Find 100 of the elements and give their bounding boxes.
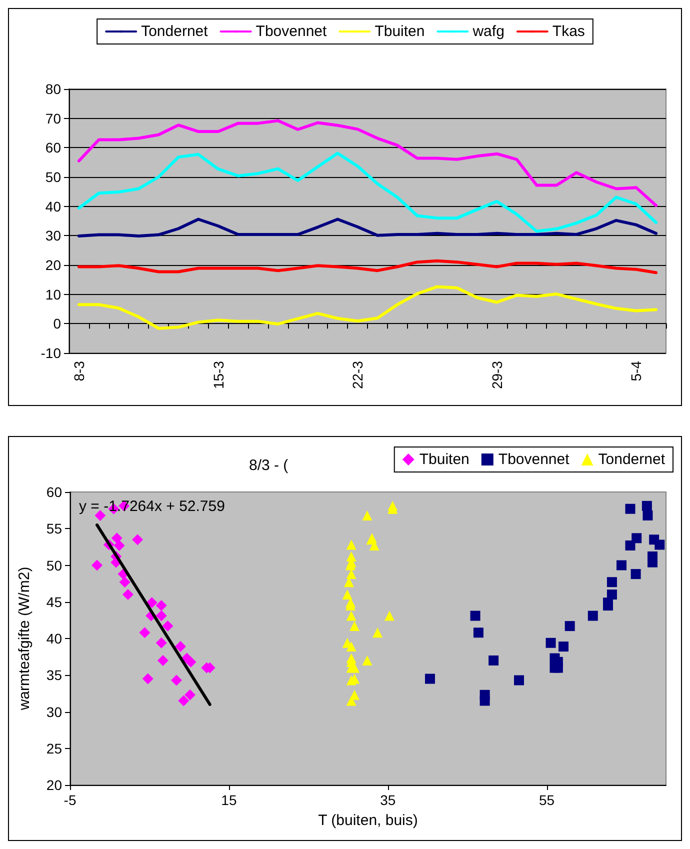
point xyxy=(642,500,652,511)
point xyxy=(184,689,196,700)
point xyxy=(119,576,130,588)
point xyxy=(346,540,356,550)
point xyxy=(170,674,182,686)
point xyxy=(94,510,106,521)
legend-label: wafg xyxy=(472,23,504,40)
point xyxy=(142,673,154,684)
y-axis-title: warmteafgifte (W/m2) xyxy=(16,566,33,712)
legend-label: Tondernet xyxy=(598,451,666,468)
point xyxy=(122,589,134,600)
point xyxy=(346,642,356,652)
point xyxy=(616,560,626,570)
y-tick-label: 0 xyxy=(53,316,62,332)
y-tick-label: 55 xyxy=(46,520,62,537)
point xyxy=(388,500,398,511)
point xyxy=(424,674,435,684)
point xyxy=(157,654,168,666)
x-tick-label: 22-3 xyxy=(350,360,366,390)
point xyxy=(181,652,192,664)
point xyxy=(606,590,617,600)
y-tick-label: 60 xyxy=(45,140,62,156)
x-axis-title: T (buiten, buis) xyxy=(318,812,418,829)
y-tick-label: 35 xyxy=(46,667,62,684)
x-tick-label: 15-3 xyxy=(210,360,226,390)
point xyxy=(346,551,356,562)
line-series xyxy=(77,119,658,207)
point xyxy=(346,610,356,621)
point xyxy=(178,695,190,706)
legend-label: Tbovennet xyxy=(498,451,570,468)
y-tick-label: 80 xyxy=(45,81,62,97)
y-tick-label: 30 xyxy=(45,228,62,244)
point xyxy=(362,655,372,666)
legend-label: Tbuiten xyxy=(419,451,470,468)
point xyxy=(139,627,150,638)
point xyxy=(384,610,394,621)
point xyxy=(606,577,617,588)
y-tick-label: 70 xyxy=(45,110,62,126)
y-tick-label: 30 xyxy=(46,704,62,720)
point xyxy=(564,621,575,632)
point xyxy=(558,642,568,652)
point xyxy=(550,653,560,664)
y-tick-label: 40 xyxy=(46,630,62,646)
line-series xyxy=(77,259,658,274)
point xyxy=(156,610,167,622)
chart-title: 8/3 - ( xyxy=(249,457,288,474)
point xyxy=(473,628,484,638)
point xyxy=(174,641,186,652)
y-tick-label: 50 xyxy=(45,169,62,185)
legend-label: Tbovennet xyxy=(256,23,328,40)
y-tick-label: 40 xyxy=(45,198,62,214)
legend-label: Tondernet xyxy=(141,23,209,40)
point xyxy=(156,637,167,648)
y-tick-label: -10 xyxy=(40,345,62,361)
point xyxy=(346,653,356,664)
point xyxy=(132,534,144,546)
point xyxy=(470,610,480,621)
point xyxy=(156,600,167,612)
y-tick-label: 25 xyxy=(46,740,62,756)
x-tick-label: 55 xyxy=(539,792,555,808)
y-tick-label: 20 xyxy=(46,777,62,793)
point xyxy=(346,569,356,580)
y-tick-label: 45 xyxy=(46,594,62,610)
y-tick-label: 10 xyxy=(45,286,62,302)
x-tick-label: 35 xyxy=(380,792,396,808)
point xyxy=(550,662,560,673)
point xyxy=(642,510,653,520)
point xyxy=(588,610,598,621)
x-tick-label: 29-3 xyxy=(488,360,505,390)
point xyxy=(649,534,660,545)
point xyxy=(488,655,499,666)
point xyxy=(514,675,524,686)
point xyxy=(349,690,360,700)
line-series xyxy=(77,152,658,233)
line-series xyxy=(77,218,658,238)
line-series xyxy=(77,285,658,330)
point xyxy=(362,510,372,520)
point xyxy=(632,533,642,544)
point xyxy=(92,560,103,571)
x-tick-label: 15 xyxy=(221,792,237,808)
point xyxy=(162,620,174,632)
legend-label: Tkas xyxy=(552,23,585,40)
y-tick-label: 50 xyxy=(46,557,62,574)
point xyxy=(480,690,490,700)
point xyxy=(372,628,383,638)
point xyxy=(111,532,122,544)
point xyxy=(146,597,158,608)
y-tick-label: 60 xyxy=(46,484,62,500)
point xyxy=(630,569,641,580)
y-tick-label: 20 xyxy=(45,257,62,273)
point xyxy=(342,590,352,600)
x-tick-label: 8-3 xyxy=(70,360,87,382)
point xyxy=(114,540,125,551)
legend-label: Tbuiten xyxy=(374,23,425,40)
x-tick-label: -5 xyxy=(64,792,76,808)
x-tick-label: 5-4 xyxy=(628,360,644,382)
point xyxy=(625,540,636,550)
point xyxy=(625,504,636,514)
point xyxy=(349,621,360,632)
point xyxy=(546,638,556,648)
